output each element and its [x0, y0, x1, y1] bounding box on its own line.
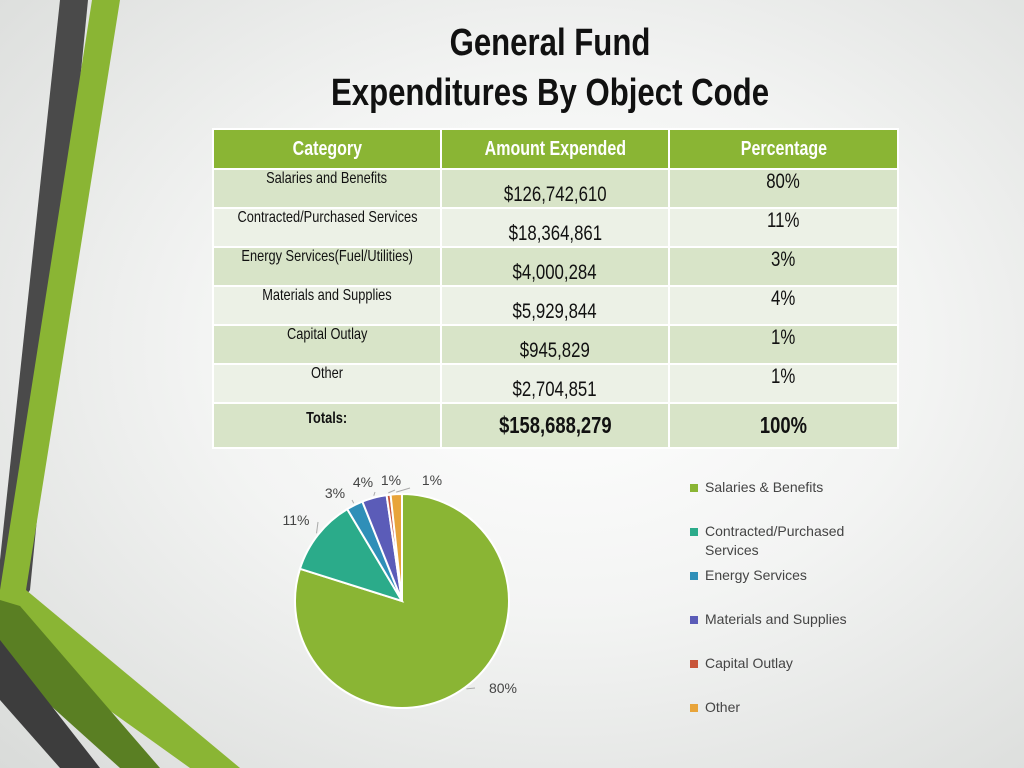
category-text: Contracted/Purchased Services	[237, 209, 417, 226]
percentage-text: 11%	[767, 209, 800, 232]
leader-line-2	[351, 499, 355, 504]
legend-item: Materials and Supplies	[690, 610, 890, 629]
title-line-1: General Fund	[449, 22, 651, 64]
amount-text: $4,000,284	[512, 261, 598, 284]
legend-swatch	[690, 616, 698, 624]
percentage-text: 1%	[771, 365, 796, 388]
cell-percentage: 11%	[668, 207, 899, 248]
legend-label: Capital Outlay	[705, 655, 793, 671]
legend-item: Capital Outlay	[690, 654, 890, 673]
cell-amount: $4,000,284	[440, 246, 670, 287]
data-label-0: 80%	[489, 680, 517, 696]
data-label-4: 1%	[381, 472, 401, 488]
cell-percentage: 80%	[668, 168, 899, 209]
cell-amount: $18,364,861	[440, 207, 670, 248]
amount-text: $18,364,861	[508, 222, 602, 245]
data-label-2: 3%	[325, 485, 345, 501]
pie-slice-1	[298, 507, 405, 603]
legend-swatch	[690, 660, 698, 668]
percentage-text: 3%	[771, 248, 796, 271]
legend-swatch	[690, 484, 698, 492]
legend-item: Energy Services	[690, 566, 890, 585]
percentage-text: 4%	[771, 287, 796, 310]
amount-text: $5,929,844	[512, 300, 598, 323]
leader-line-5	[396, 487, 411, 493]
cell-percentage: 4%	[668, 285, 899, 326]
data-label-1: 11%	[283, 512, 310, 528]
cell-category: Energy Services(Fuel/Utilities)	[212, 246, 442, 287]
table-row: Salaries and Benefits $126,742,610 80%	[212, 168, 899, 209]
totals-label: Totals:	[306, 410, 348, 427]
legend-item: Other	[690, 698, 890, 717]
leader-line-3	[373, 491, 376, 496]
data-label-5: 1%	[422, 472, 442, 488]
cell-amount: $2,704,851	[440, 363, 670, 404]
cell-category: Contracted/Purchased Services	[212, 207, 442, 248]
legend-label: Energy Services	[705, 567, 807, 583]
cell-totals-percentage: 100%	[668, 402, 899, 449]
percentage-text: 1%	[771, 326, 796, 349]
table-row: Materials and Supplies $5,929,844 4%	[212, 285, 899, 326]
table-row: Other $2,704,851 1%	[212, 363, 899, 404]
pie-slice-0	[294, 492, 510, 709]
totals-row: Totals: $158,688,279 100%	[212, 402, 899, 449]
legend-swatch	[690, 572, 698, 580]
cell-totals-amount: $158,688,279	[440, 402, 670, 449]
category-text: Energy Services(Fuel/Utilities)	[241, 248, 413, 265]
leader-line-1	[316, 521, 319, 534]
legend-label: Salaries & Benefits	[705, 479, 824, 495]
totals-amount: $158,688,279	[498, 412, 612, 438]
cell-category: Other	[212, 363, 442, 404]
percentage-text: 80%	[766, 170, 801, 193]
legend-label: Materials and Supplies	[705, 611, 847, 627]
cell-totals-label: Totals:	[212, 402, 442, 449]
totals-percentage: 100%	[759, 412, 808, 438]
category-text: Capital Outlay	[286, 326, 368, 343]
legend-item: Contracted/Purchased Services	[690, 522, 890, 560]
header-amount-label: Amount Expended	[484, 137, 626, 160]
leader-line-0	[466, 687, 476, 690]
header-category-label: Category	[292, 137, 362, 160]
cell-category: Materials and Supplies	[212, 285, 442, 326]
legend-swatch	[690, 528, 698, 536]
leader-line-4	[388, 489, 396, 494]
data-label-3: 4%	[353, 474, 373, 490]
title-line-2: Expenditures By Object Code	[330, 72, 770, 114]
table-row: Capital Outlay $945,829 1%	[212, 324, 899, 365]
legend-label: Contracted/Purchased Services	[705, 523, 845, 558]
cell-amount: $5,929,844	[440, 285, 670, 326]
amount-text: $126,742,610	[503, 183, 607, 206]
header-percentage: Percentage	[668, 128, 899, 170]
category-text: Salaries and Benefits	[266, 170, 388, 187]
header-percentage-label: Percentage	[740, 137, 827, 160]
cell-category: Capital Outlay	[212, 324, 442, 365]
table-row: Energy Services(Fuel/Utilities) $4,000,2…	[212, 246, 899, 287]
amount-text: $2,704,851	[512, 378, 598, 401]
cell-amount: $945,829	[440, 324, 670, 365]
header-amount: Amount Expended	[440, 128, 670, 170]
table-header-row: Category Amount Expended Percentage	[212, 128, 899, 170]
header-category: Category	[212, 128, 442, 170]
category-text: Materials and Supplies	[262, 287, 392, 304]
cell-percentage: 1%	[668, 363, 899, 404]
cell-category: Salaries and Benefits	[212, 168, 442, 209]
cell-percentage: 1%	[668, 324, 899, 365]
table-row: Contracted/Purchased Services $18,364,86…	[212, 207, 899, 248]
category-text: Other	[310, 365, 343, 382]
pie-slice-5	[389, 492, 403, 602]
legend-item: Salaries & Benefits	[690, 478, 890, 497]
legend-label: Other	[705, 699, 741, 715]
expenditures-table: Category Amount Expended Percentage Sala…	[212, 128, 899, 449]
cell-amount: $126,742,610	[440, 168, 670, 209]
cell-percentage: 3%	[668, 246, 899, 287]
legend-swatch	[690, 704, 698, 712]
amount-text: $945,829	[519, 339, 591, 362]
